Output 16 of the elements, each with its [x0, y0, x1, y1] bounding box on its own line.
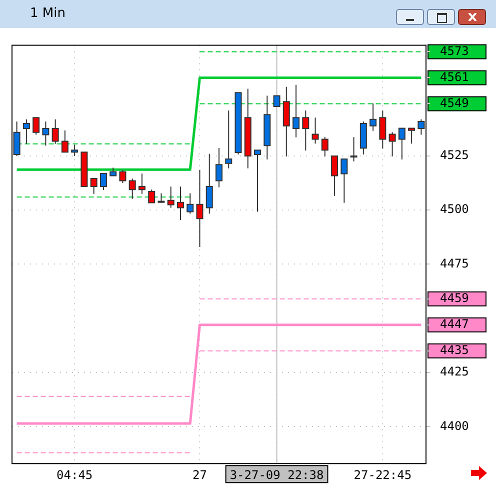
chart-title: 1 Min: [30, 6, 66, 21]
y-tick-label: 4435: [440, 342, 469, 357]
x-tick-label: 27-22:45: [354, 468, 412, 482]
y-tick-label: 4549: [440, 96, 469, 110]
y-tick-label: 4447: [440, 316, 469, 331]
y-tick-label: 4475: [440, 256, 469, 270]
x-tick-label: 27: [192, 468, 207, 482]
y-tick-label: 4573: [440, 44, 469, 58]
y-tick-label: 4500: [440, 202, 469, 216]
y-tick-label: 4561: [440, 70, 469, 84]
y-tick-label: 4525: [440, 148, 469, 162]
y-tick-label: 4425: [440, 364, 469, 379]
y-tick-label: 4400: [440, 418, 469, 433]
x-tick-label: 3-27-09 22:38: [230, 468, 324, 482]
x-tick-label: 04:45: [56, 468, 93, 482]
y-tick-label: 4459: [440, 290, 469, 305]
